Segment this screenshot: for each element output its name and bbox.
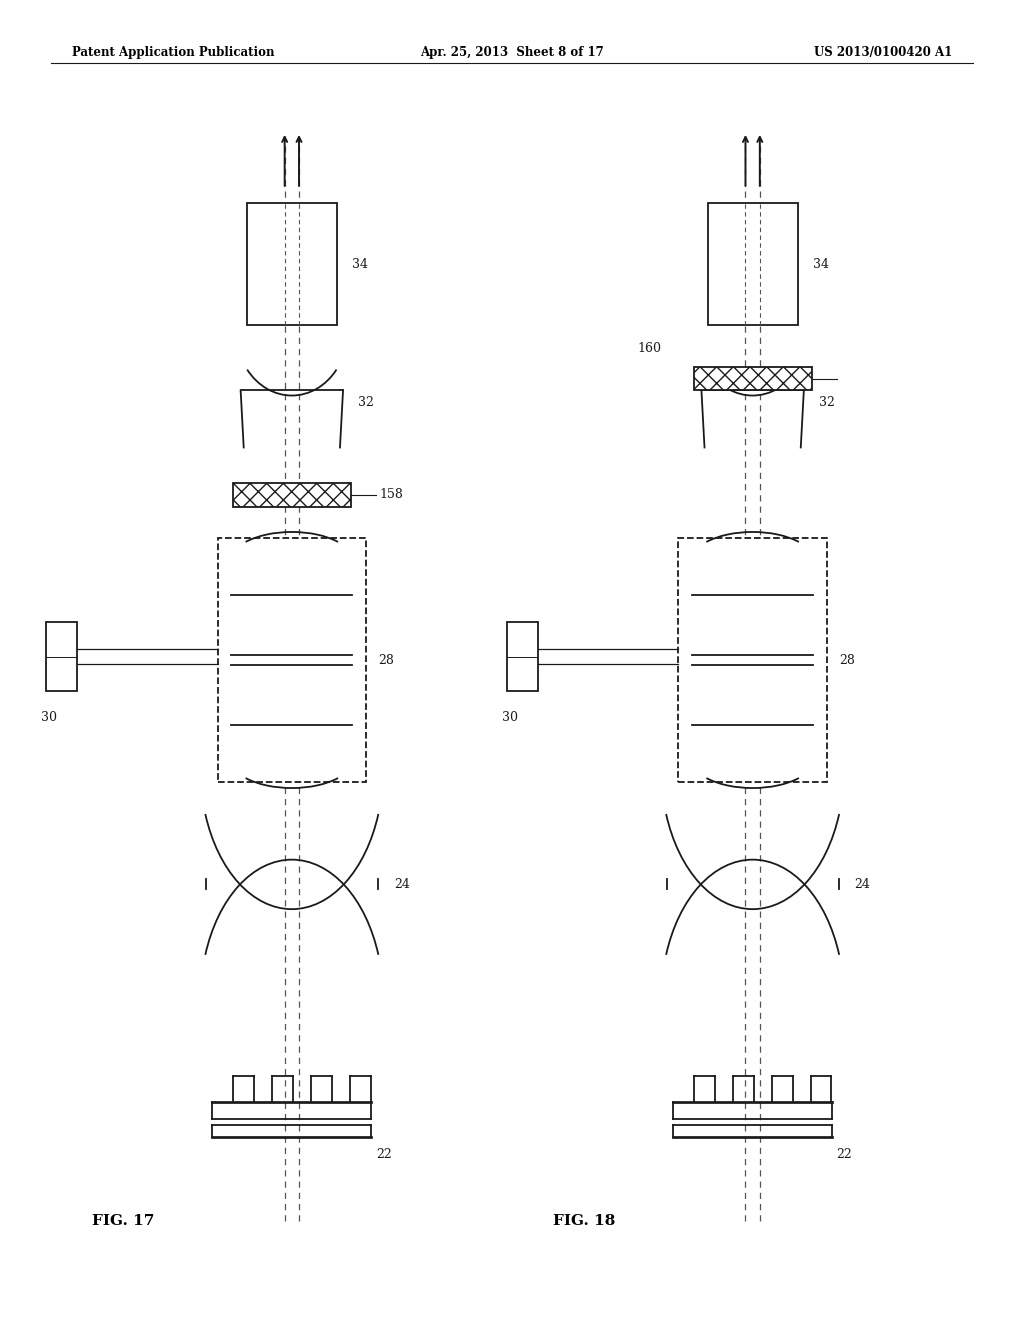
Text: 22: 22 xyxy=(376,1148,391,1162)
Text: Patent Application Publication: Patent Application Publication xyxy=(72,46,274,59)
Text: 30: 30 xyxy=(41,711,57,723)
Text: 30: 30 xyxy=(502,711,518,723)
Text: 28: 28 xyxy=(379,653,394,667)
Text: 32: 32 xyxy=(819,396,836,409)
Bar xyxy=(694,367,811,391)
Bar xyxy=(232,483,350,507)
Text: 158: 158 xyxy=(379,488,403,502)
Text: 34: 34 xyxy=(352,257,369,271)
Text: Apr. 25, 2013  Sheet 8 of 17: Apr. 25, 2013 Sheet 8 of 17 xyxy=(420,46,604,59)
Bar xyxy=(507,623,538,692)
Text: FIG. 17: FIG. 17 xyxy=(92,1214,155,1229)
Bar xyxy=(708,203,798,325)
Text: 24: 24 xyxy=(854,878,870,891)
Text: 32: 32 xyxy=(358,396,375,409)
Text: 24: 24 xyxy=(393,878,410,891)
Text: 34: 34 xyxy=(813,257,829,271)
Bar xyxy=(247,203,337,325)
Text: 160: 160 xyxy=(637,342,662,355)
Text: 28: 28 xyxy=(840,653,855,667)
Bar xyxy=(217,539,366,781)
Bar xyxy=(46,623,77,692)
Bar xyxy=(678,539,827,781)
Text: FIG. 18: FIG. 18 xyxy=(553,1214,615,1229)
Text: 22: 22 xyxy=(837,1148,852,1162)
Text: US 2013/0100420 A1: US 2013/0100420 A1 xyxy=(814,46,952,59)
